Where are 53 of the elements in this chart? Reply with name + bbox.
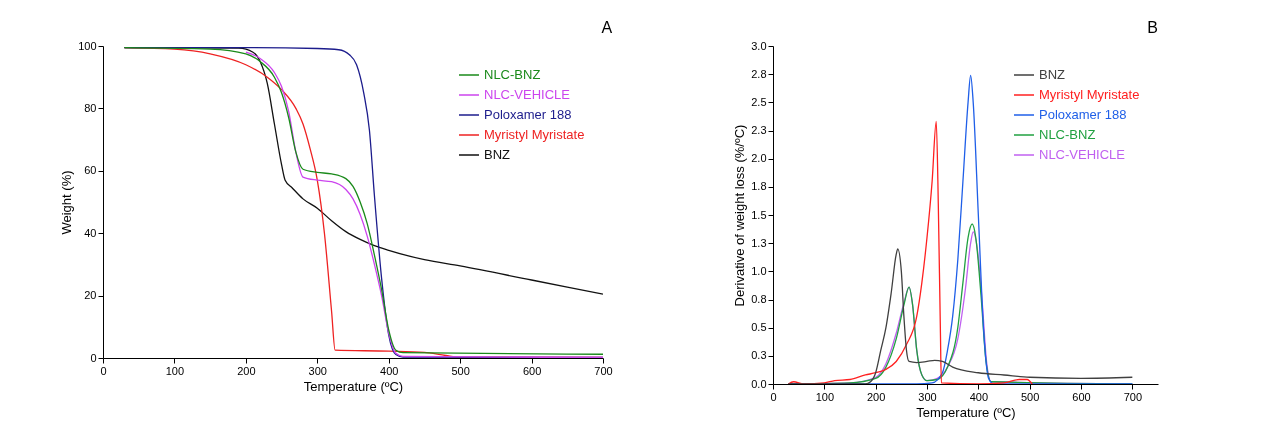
x-tick-label: 600 bbox=[522, 364, 542, 377]
x-tick-label: 700 bbox=[1123, 390, 1143, 403]
y-tick-label: 1.8 bbox=[751, 180, 767, 193]
y-axis-title: Derivative of weight loss (%/ºC) bbox=[732, 124, 748, 307]
x-tick-label: 200 bbox=[866, 390, 886, 403]
y-tick-label: 3.0 bbox=[751, 39, 767, 52]
y-tick-label: 1.0 bbox=[751, 264, 767, 277]
y-tick-label: 0.0 bbox=[751, 377, 767, 390]
x-tick-label: 400 bbox=[380, 364, 399, 377]
x-tick-label: 300 bbox=[308, 364, 327, 377]
legend-label: Poloxamer 188 bbox=[1039, 107, 1127, 122]
y-tick-label: 0.8 bbox=[751, 293, 767, 305]
x-tick-label: 200 bbox=[237, 364, 256, 377]
x-tick-label: 0 bbox=[100, 364, 107, 377]
y-tick-label: 60 bbox=[84, 164, 97, 177]
x-tick-label: 600 bbox=[1072, 390, 1091, 403]
line-series bbox=[245, 51, 603, 358]
x-tick-label: 0 bbox=[770, 390, 777, 403]
x-tick-label: 500 bbox=[1020, 390, 1040, 403]
x-tick-label: 400 bbox=[969, 390, 989, 403]
legend-label: NLC-VEHICLE bbox=[484, 87, 571, 102]
x-tick-label: 300 bbox=[918, 390, 937, 403]
line-series bbox=[787, 120, 1033, 384]
x-tick-label: 100 bbox=[815, 390, 835, 403]
y-tick-label: 2.8 bbox=[751, 67, 767, 80]
y-axis-title: Weight (%) bbox=[59, 170, 75, 235]
legend-label: NLC-VEHICLE bbox=[1039, 147, 1126, 162]
x-tick-label: 700 bbox=[594, 364, 613, 377]
legend-label: NLC-BNZ bbox=[484, 67, 541, 82]
y-tick-label: 40 bbox=[84, 226, 97, 239]
x-tick-label: 100 bbox=[165, 364, 185, 377]
legend-label: BNZ bbox=[484, 147, 511, 162]
y-tick-label: 0 bbox=[90, 351, 97, 364]
x-axis-title: Temperature (ºC) bbox=[303, 378, 404, 394]
y-tick-label: 1.5 bbox=[751, 208, 767, 221]
chart-title: A bbox=[601, 19, 613, 36]
legend-label: Poloxamer 188 bbox=[484, 107, 572, 122]
legend-label: Myristyl Myristate bbox=[1039, 87, 1140, 102]
y-tick-label: 1.3 bbox=[751, 236, 767, 249]
legend-label: NLC-BNZ bbox=[1039, 127, 1096, 142]
x-axis-title: Temperature (ºC) bbox=[916, 404, 1016, 420]
y-tick-label: 2.5 bbox=[751, 95, 767, 108]
legend-label: Myristyl Myristate bbox=[484, 127, 585, 142]
y-tick-label: 100 bbox=[78, 39, 97, 52]
y-tick-label: 0.5 bbox=[751, 321, 767, 334]
y-tick-label: 2.3 bbox=[751, 124, 767, 136]
y-tick-label: 2.0 bbox=[751, 152, 767, 165]
chart-title: B bbox=[1147, 19, 1158, 36]
y-tick-label: 0.3 bbox=[751, 349, 767, 362]
legend-label: BNZ bbox=[1039, 67, 1066, 82]
y-tick-label: 20 bbox=[84, 289, 97, 302]
x-tick-label: 500 bbox=[451, 364, 470, 377]
y-tick-label: 80 bbox=[84, 101, 97, 114]
